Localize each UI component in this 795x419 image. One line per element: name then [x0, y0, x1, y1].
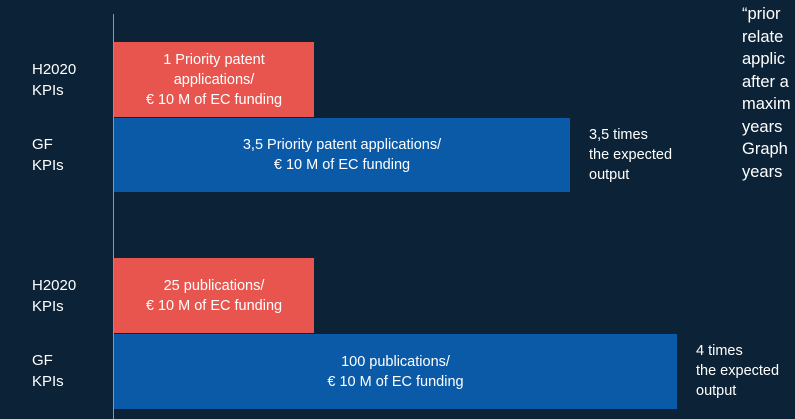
text-line: KPIs: [32, 298, 64, 315]
text-line: 100 publications/: [341, 353, 450, 370]
text-line: GF: [32, 136, 53, 153]
row-label: GF KPIs: [32, 350, 64, 392]
text-line: H2020: [32, 61, 77, 78]
text-line: 25 publications/: [163, 277, 265, 294]
text-line: maxim: [742, 95, 791, 113]
text-line: 3,5 times: [589, 127, 648, 143]
text-line: 4 times: [696, 343, 743, 359]
text-line: € 10 M of EC funding: [145, 297, 283, 314]
text-line: years: [742, 117, 783, 136]
text-line: years: [742, 162, 783, 181]
bar: 100 publications/ € 10 M of EC funding: [114, 334, 677, 409]
text-line: H2020: [32, 277, 77, 294]
text-line: GF: [32, 352, 53, 369]
axis-line: [113, 14, 114, 419]
text-line: the expected: [696, 363, 780, 379]
text-line: “prior: [742, 5, 781, 23]
text-line: after a: [742, 72, 789, 91]
text-line: output: [696, 383, 737, 399]
row-label: H2020 KPIs: [32, 59, 76, 101]
text-line: 1 Priority patent: [163, 51, 265, 68]
bar: 25 publications/ € 10 M of EC funding: [114, 258, 314, 333]
text-line: applications/: [173, 71, 255, 88]
text-line: € 10 M of EC funding: [273, 157, 411, 173]
text-line: applic: [742, 50, 786, 68]
row-label: H2020 KPIs: [32, 275, 76, 317]
text-line: KPIs: [32, 373, 64, 390]
side-text: “prior relate applic after a maxim years Graph…: [742, 3, 791, 183]
bar: 3,5 Priority patent applications/ € 10 M …: [114, 118, 570, 192]
text-line: KPIs: [32, 157, 64, 174]
annotation: 3,5 times the expected output: [589, 125, 672, 185]
text-line: the expected: [589, 147, 673, 163]
row-label: GF KPIs: [32, 134, 64, 176]
text-line: KPIs: [32, 82, 64, 99]
text-line: 3,5 Priority patent applications/: [242, 137, 442, 153]
bar: 1 Priority patent applications/ € 10 M of …: [114, 42, 314, 117]
text-line: relate: [742, 27, 784, 46]
annotation: 4 times the expected output: [696, 341, 779, 401]
text-line: output: [589, 167, 630, 183]
text-line: € 10 M of EC funding: [145, 91, 283, 108]
text-line: € 10 M of EC funding: [327, 373, 464, 390]
text-line: Graph: [742, 140, 788, 158]
